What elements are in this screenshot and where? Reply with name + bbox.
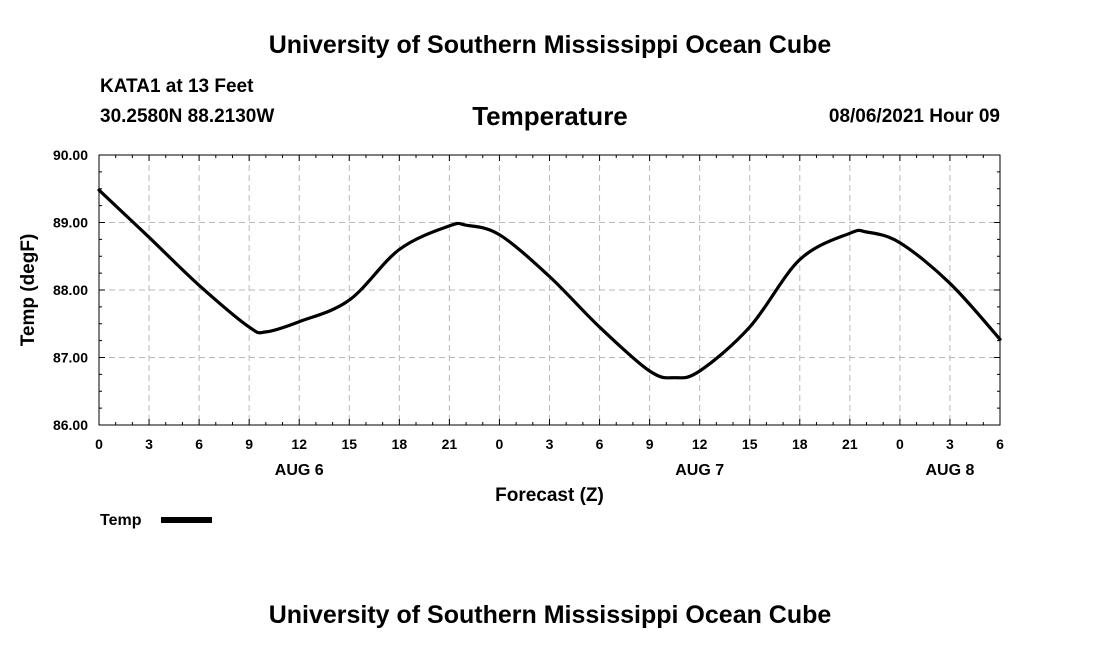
x-tick-label: 21 <box>442 436 458 452</box>
banner-top: University of Southern Mississippi Ocean… <box>268 31 832 59</box>
x-tick-label: 12 <box>692 436 708 452</box>
x-tick-label: 15 <box>341 436 357 452</box>
station-coordinates: 30.2580N 88.2130W <box>100 106 275 127</box>
x-tick-label: 18 <box>392 436 408 452</box>
y-axis-title: Temp (degF) <box>18 234 39 347</box>
x-tick-label: 9 <box>245 436 253 452</box>
x-day-label: AUG 8 <box>925 462 974 479</box>
y-tick-label: 87.00 <box>53 350 88 366</box>
forecast-datetime: 08/06/2021 Hour 09 <box>828 106 1000 127</box>
axis-labels: 0 3 6 9 12 15 18 21 0 3 6 9 12 15 18 21 0 3 6 86.00 87.00 88.… <box>53 147 1004 479</box>
x-tick-label: 0 <box>896 436 904 452</box>
series-line-temp <box>97 188 1002 380</box>
y-tick-label: 89.00 <box>53 215 88 231</box>
x-tick-label: 15 <box>742 436 758 452</box>
x-day-label: AUG 6 <box>275 462 324 479</box>
grid-lines <box>99 155 1000 425</box>
x-tick-label: 6 <box>195 436 203 452</box>
station-label: KATA1 at 13 Feet <box>100 76 254 97</box>
legend-label-temp: Temp <box>100 512 142 529</box>
x-tick-label: 6 <box>996 436 1004 452</box>
x-tick-label: 9 <box>646 436 654 452</box>
x-day-label: AUG 7 <box>675 462 724 479</box>
x-tick-label: 18 <box>792 436 808 452</box>
x-tick-label: 12 <box>291 436 307 452</box>
y-tick-label: 86.00 <box>53 417 88 433</box>
x-tick-label: 6 <box>596 436 604 452</box>
x-axis-title: Forecast (Z) <box>495 485 604 506</box>
x-tick-label: 3 <box>546 436 554 452</box>
y-tick-label: 90.00 <box>53 147 88 163</box>
y-tick-label: 88.00 <box>53 282 88 298</box>
x-tick-label: 0 <box>95 436 103 452</box>
chart-title: Temperature <box>472 101 628 131</box>
x-tick-label: 0 <box>496 436 504 452</box>
x-tick-label: 3 <box>946 436 954 452</box>
x-tick-label: 21 <box>842 436 858 452</box>
banner-bottom: University of Southern Mississippi Ocean… <box>268 601 832 629</box>
x-tick-label: 3 <box>145 436 153 452</box>
legend: Temp <box>100 512 212 529</box>
axis-ticks <box>98 154 1001 426</box>
